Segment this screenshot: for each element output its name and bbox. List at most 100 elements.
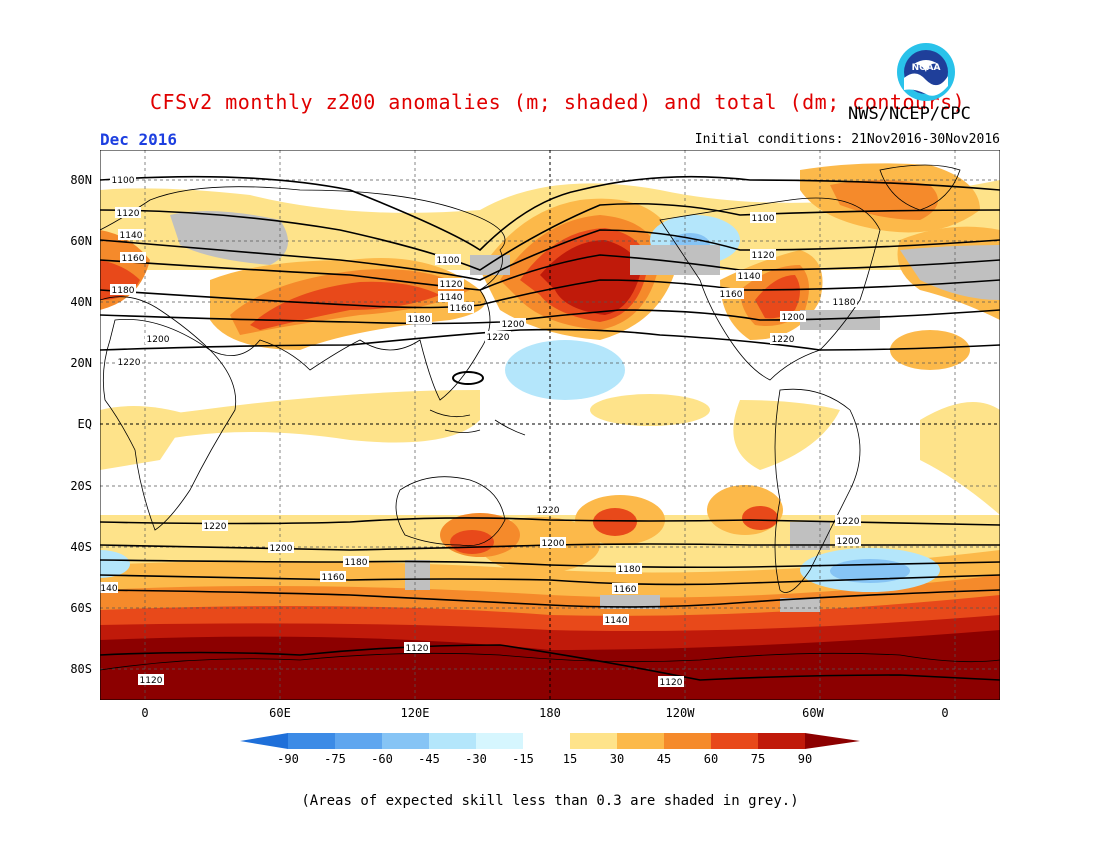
svg-text:1120: 1120 (660, 678, 683, 688)
contour-label: 1140 (438, 291, 464, 303)
contour-label: 1180 (406, 313, 432, 325)
colorbar-label: -90 (277, 752, 299, 766)
contour-label: 1220 (835, 515, 861, 527)
svg-text:1220: 1220 (204, 522, 227, 532)
svg-text:1200: 1200 (542, 539, 565, 549)
noaa-bird-icon (914, 60, 938, 72)
contour-label: 1180 (616, 563, 642, 575)
svg-text:1160: 1160 (450, 304, 473, 314)
colorbar-swatch (429, 733, 476, 749)
svg-text:1120: 1120 (440, 280, 463, 290)
africa-coast (102, 319, 237, 531)
contour-label: 1100 (435, 254, 461, 266)
svg-text:1220: 1220 (537, 506, 560, 516)
contour-label: 1140 (118, 229, 144, 241)
contour-label: 1120 (750, 249, 776, 261)
north-america-coast (659, 197, 881, 381)
svg-text:1180: 1180 (618, 565, 641, 575)
noaa-logo: NOAA (897, 43, 955, 101)
svg-text:1220: 1220 (487, 333, 510, 343)
agency-label: NWS/NCEP/CPC (848, 104, 971, 124)
lat-label: 20N (70, 356, 92, 370)
skill-footnote: (Areas of expected skill less than 0.3 a… (301, 793, 799, 809)
colorbar-label: 60 (703, 752, 719, 766)
contour-label: 1220 (770, 333, 796, 345)
graticule (100, 150, 1000, 700)
lon-label: 0 (941, 706, 949, 720)
svg-text:1160: 1160 (322, 573, 345, 583)
colorbar-swatch (617, 733, 664, 749)
svg-text:1180: 1180 (833, 298, 856, 308)
greenland-coast (879, 164, 961, 211)
contour-label: 1100 (750, 212, 776, 224)
colorbar-arrow-right (805, 733, 860, 749)
colorbar-label: 75 (750, 752, 766, 766)
lat-label: EQ (77, 417, 92, 431)
contour-label: 1200 (268, 542, 294, 554)
colorbar-label: 90 (797, 752, 813, 766)
south-america-coast (774, 388, 861, 593)
contour-label: 1160 (320, 571, 346, 583)
svg-text:1180: 1180 (408, 315, 431, 325)
antarctica-coast (100, 652, 1000, 671)
coastlines (100, 164, 1000, 671)
svg-text:1120: 1120 (117, 209, 140, 219)
contour-label: 1180 (110, 284, 136, 296)
svg-text:1160: 1160 (720, 290, 743, 300)
anomaly-map: 1100 1120 1140 1160 1180 1200 1220 1100 … (100, 150, 1000, 700)
svg-text:1120: 1120 (752, 251, 775, 261)
lat-label: 80S (70, 662, 92, 676)
colorbar-label: -30 (465, 752, 487, 766)
figure-title: CFSv2 monthly z200 anomalies (m; shaded)… (150, 90, 966, 114)
lon-label: 120W (665, 706, 695, 720)
colorbar-swatch (288, 733, 335, 749)
lat-label: 80N (70, 173, 92, 187)
contour-label: 1100 (110, 174, 136, 186)
colorbar-label: -15 (512, 752, 534, 766)
svg-text:1140: 1140 (605, 616, 628, 626)
lat-label: 60N (70, 234, 92, 248)
lon-label: 60E (269, 706, 291, 720)
lon-label: 120E (400, 706, 430, 720)
colorbar-label: 30 (609, 752, 625, 766)
contour-label: 1120 (115, 207, 141, 219)
colorbar-swatch (711, 733, 758, 749)
forecast-month: Dec 2016 (100, 130, 178, 149)
colorbar-swatch (523, 733, 570, 749)
svg-text:1140: 1140 (120, 231, 143, 241)
svg-text:1200: 1200 (782, 313, 805, 323)
contour-label: 1180 (343, 556, 369, 568)
colorbar-label: 45 (656, 752, 672, 766)
colorbar-swatch (382, 733, 429, 749)
contour-label: 1200 (780, 311, 806, 323)
contour-label: 1120 (138, 674, 164, 686)
contour-label: 1200 (145, 333, 171, 345)
south-asia-islands (429, 409, 526, 436)
contour-label: 140 (100, 582, 118, 594)
contour-label: 1120 (404, 642, 430, 654)
contour-labels: 1100 1120 1140 1160 1180 1200 1220 1100 … (100, 174, 861, 688)
lat-label: 40N (70, 295, 92, 309)
colorbar-swatch (758, 733, 805, 749)
svg-text:1200: 1200 (270, 544, 293, 554)
contour-label: 1160 (718, 288, 744, 300)
contour-label: 1140 (736, 270, 762, 282)
contour-label: 1200 (540, 537, 566, 549)
initial-conditions: Initial conditions: 21Nov2016-30Nov2016 (694, 132, 1000, 147)
svg-text:1200: 1200 (837, 537, 860, 547)
lon-label: 180 (539, 706, 561, 720)
contour-label: 1160 (448, 302, 474, 314)
colorbar-swatch (335, 733, 382, 749)
contour-label: 1220 (116, 356, 142, 368)
colorbar-swatch (664, 733, 711, 749)
svg-text:1120: 1120 (406, 644, 429, 654)
colorbar-label: -45 (418, 752, 440, 766)
svg-text:1160: 1160 (614, 585, 637, 595)
contour-label: 1220 (202, 520, 228, 532)
svg-text:1100: 1100 (112, 176, 135, 186)
colorbar-label: -60 (371, 752, 393, 766)
svg-text:1100: 1100 (752, 214, 775, 224)
lat-label: 60S (70, 601, 92, 615)
svg-text:1220: 1220 (118, 358, 141, 368)
contour-label: 1120 (658, 676, 684, 688)
